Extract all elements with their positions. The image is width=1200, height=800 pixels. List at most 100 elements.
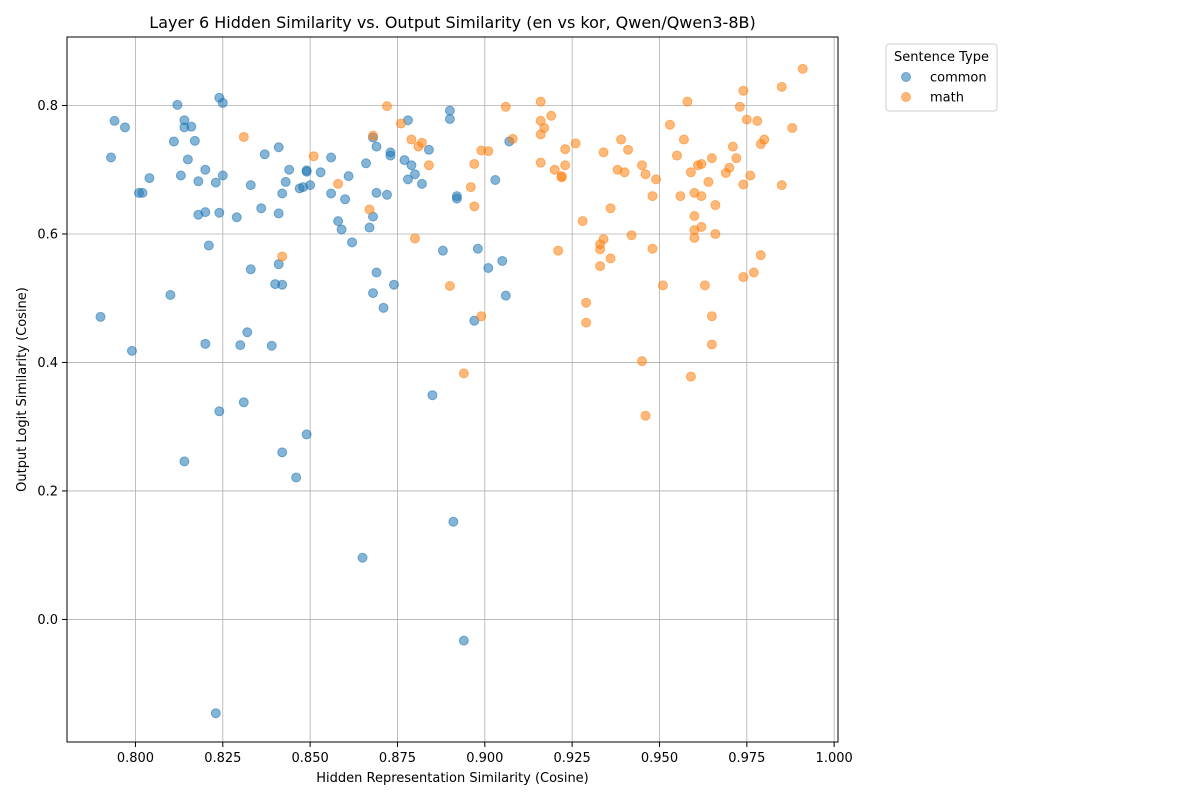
data-point-math	[570, 138, 581, 149]
data-point-common	[444, 113, 455, 124]
data-point-math	[699, 280, 710, 291]
data-point-common	[217, 170, 228, 181]
data-point-math	[706, 153, 717, 164]
data-point-common	[368, 288, 379, 299]
legend-marker-common	[901, 72, 911, 82]
data-point-math	[605, 203, 616, 214]
data-point-math	[364, 204, 375, 215]
data-point-math	[507, 133, 518, 144]
data-point-math	[752, 115, 763, 126]
data-point-common	[448, 516, 459, 527]
data-point-common	[385, 150, 396, 161]
data-point-common	[500, 290, 511, 301]
data-point-common	[168, 136, 179, 147]
data-point-common	[347, 237, 358, 248]
data-point-math	[696, 191, 707, 202]
data-point-math	[605, 253, 616, 264]
data-point-common	[291, 472, 302, 483]
data-point-common	[273, 142, 284, 153]
data-point-math	[616, 134, 627, 145]
data-point-math	[560, 160, 571, 171]
y-axis-label: Output Logit Similarity (Cosine)	[15, 287, 30, 492]
data-point-math	[535, 129, 546, 140]
data-point-common	[106, 152, 117, 163]
legend: Sentence Type common math	[885, 43, 998, 112]
data-point-common	[444, 105, 455, 116]
data-point-math	[657, 280, 668, 291]
data-point-common	[472, 243, 483, 254]
data-point-common	[371, 187, 382, 198]
data-point-math	[797, 63, 808, 74]
data-point-common	[305, 180, 316, 191]
data-point-common	[364, 222, 375, 233]
grid-lines	[67, 37, 838, 742]
legend-label-common: common	[930, 71, 987, 86]
data-point-math	[710, 200, 721, 211]
data-point-common	[189, 135, 200, 146]
data-point-math	[535, 157, 546, 168]
data-point-math	[238, 131, 249, 142]
data-point-math	[640, 169, 651, 180]
data-point-common	[378, 302, 389, 313]
data-point-common	[277, 188, 288, 199]
data-point-math	[675, 191, 686, 202]
data-point-math	[406, 134, 417, 145]
y-tick-label: 0.6	[37, 227, 58, 242]
data-point-common	[416, 178, 427, 189]
data-point-common	[273, 208, 284, 219]
data-point-math	[598, 147, 609, 158]
x-axis-label: Hidden Representation Similarity (Cosine…	[316, 771, 589, 786]
data-point-math	[731, 153, 742, 164]
data-point-math	[685, 167, 696, 178]
data-point-math	[682, 96, 693, 107]
data-point-common	[266, 340, 277, 351]
data-point-common	[458, 635, 469, 646]
data-point-common	[245, 180, 256, 191]
data-point-common	[451, 193, 462, 204]
data-point-common	[326, 152, 337, 163]
data-point-math	[664, 119, 675, 130]
data-point-math	[689, 232, 700, 243]
data-point-math	[549, 164, 560, 175]
data-point-common	[217, 97, 228, 108]
data-point-common	[371, 141, 382, 152]
data-points	[95, 63, 808, 719]
data-point-math	[469, 201, 480, 212]
y-tick-label: 0.4	[37, 356, 58, 371]
data-point-common	[119, 122, 130, 133]
data-point-math	[696, 221, 707, 232]
axis-ticks: 0.800 0.825 0.850 0.875 0.900 0.925 0.950 0.975…	[37, 99, 852, 766]
data-point-math	[706, 311, 717, 322]
data-point-math	[595, 261, 606, 272]
x-tick-label: 0.950	[641, 751, 678, 766]
data-point-math	[308, 151, 319, 162]
data-point-common	[210, 177, 221, 188]
data-point-math	[678, 134, 689, 145]
data-point-math	[598, 234, 609, 245]
data-point-math	[444, 281, 455, 292]
x-tick-label: 0.975	[728, 751, 765, 766]
data-point-math	[333, 178, 344, 189]
data-point-common	[336, 224, 347, 235]
data-point-math	[738, 179, 749, 190]
data-point-common	[200, 164, 211, 175]
data-point-common	[483, 263, 494, 274]
data-point-math	[738, 85, 749, 96]
data-point-common	[399, 155, 410, 166]
data-point-math	[710, 228, 721, 239]
data-point-math	[395, 118, 406, 129]
data-point-math	[640, 410, 651, 421]
data-point-math	[458, 368, 469, 379]
data-point-common	[490, 175, 501, 186]
data-point-math	[619, 167, 630, 178]
data-point-common	[256, 203, 267, 214]
data-point-math	[556, 171, 567, 182]
data-point-math	[741, 114, 752, 125]
data-point-common	[95, 311, 106, 322]
data-point-math	[577, 216, 588, 227]
data-point-math	[748, 267, 759, 278]
data-point-common	[172, 99, 183, 110]
data-point-common	[497, 255, 508, 266]
data-point-common	[214, 207, 225, 218]
